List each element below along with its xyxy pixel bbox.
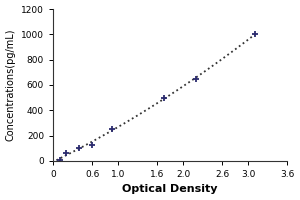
Y-axis label: Concentrations(pg/mL): Concentrations(pg/mL) bbox=[6, 29, 16, 141]
X-axis label: Optical Density: Optical Density bbox=[122, 184, 218, 194]
